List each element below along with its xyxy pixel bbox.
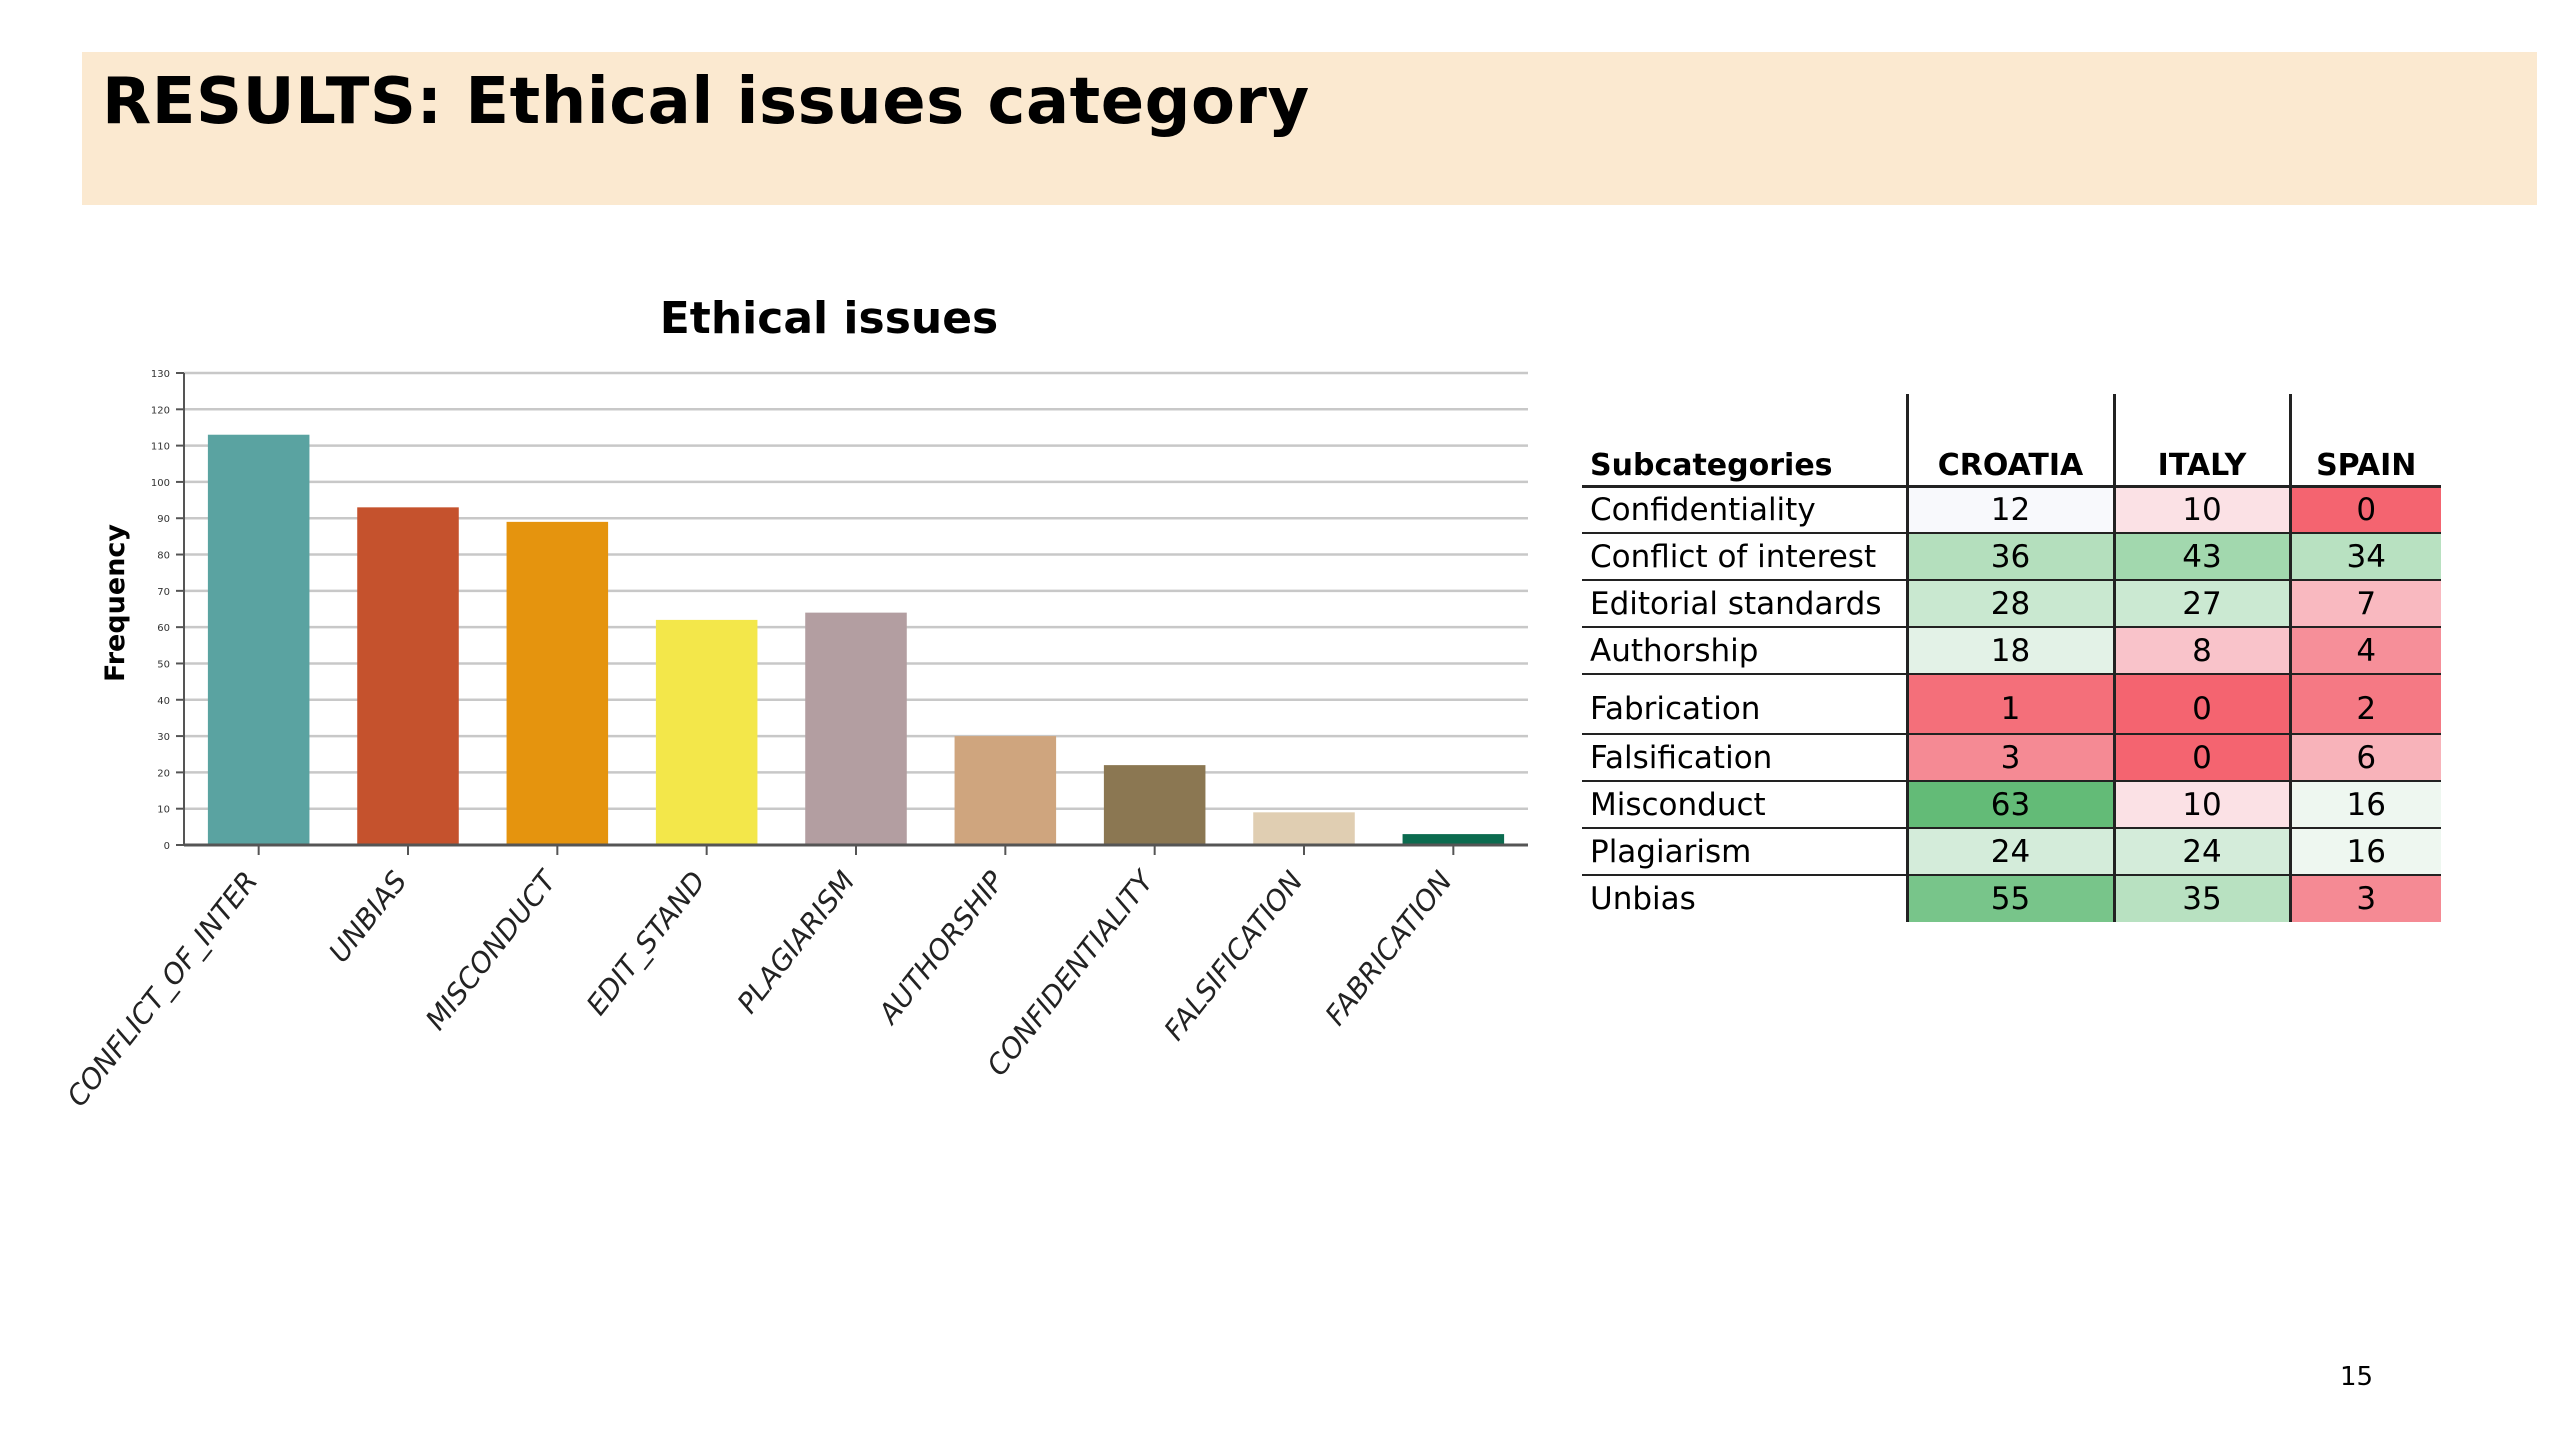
y-tick-label: 20 (157, 768, 170, 779)
y-tick-label: 90 (157, 514, 170, 525)
y-tick-label: 50 (157, 659, 170, 670)
y-tick-label: 120 (151, 405, 170, 416)
y-tick-label: 0 (164, 841, 170, 852)
x-axis-ticks: CONFLICT_OF_INTER UNBIAS MISCONDUCT EDIT_ST… (60, 845, 1459, 1113)
table-row: Falsification 3 0 6 (1582, 734, 2441, 782)
ethical-issues-bar-chart: Ethical issues Frequency 0 10 20 30 40 50 60 70… (60, 293, 1528, 1113)
header-spain: SPAIN (2288, 394, 2441, 488)
header-subcategories: Subcategories (1582, 394, 1907, 488)
y-axis-label: Frequency (100, 524, 131, 682)
header-croatia: CROATIA (1905, 394, 2114, 488)
x-tick-label: AUTHORSHIP (871, 865, 1011, 1031)
table-row: Authorship 18 8 4 (1582, 627, 2441, 675)
table-row: Fabrication 1 0 2 (1582, 674, 2441, 735)
row-label: Conflict of interest (1582, 533, 1907, 581)
table-row: Conflict of interest 36 43 34 (1582, 533, 2441, 581)
y-tick-label: 130 (151, 369, 170, 380)
cell-spain: 16 (2288, 828, 2441, 876)
table-row: Unbias 55 35 3 (1582, 875, 2441, 922)
table-header-row: Subcategories CROATIA ITALY SPAIN (1582, 394, 2441, 488)
cell-italy: 24 (2112, 828, 2290, 876)
y-tick-label: 110 (151, 442, 170, 453)
bar-falsification (1253, 812, 1355, 845)
subcategories-table: Subcategories CROATIA ITALY SPAIN Confid… (1582, 394, 2441, 922)
cell-spain: 16 (2288, 781, 2441, 829)
cell-croatia: 18 (1905, 627, 2114, 675)
cell-croatia: 3 (1905, 734, 2114, 782)
row-label: Fabrication (1582, 674, 1907, 735)
x-tick-label: CONFIDENTIALITY (980, 864, 1161, 1083)
cell-croatia: 55 (1905, 875, 2114, 922)
bar-fabrication (1402, 834, 1505, 845)
cell-croatia: 28 (1905, 580, 2114, 628)
cell-spain: 3 (2288, 875, 2441, 922)
cell-italy: 0 (2112, 734, 2290, 782)
x-tick-label: CONFLICT_OF_INTER (60, 865, 264, 1113)
row-label: Falsification (1582, 734, 1907, 782)
y-axis-ticks: 0 10 20 30 40 50 60 70 80 90 100 110 120 130 (151, 369, 184, 852)
bar-edit-stand (655, 619, 758, 845)
cell-croatia: 24 (1905, 828, 2114, 876)
table-row: Editorial standards 28 27 7 (1582, 580, 2441, 628)
cell-spain: 6 (2288, 734, 2441, 782)
y-tick-label: 40 (157, 696, 170, 707)
row-label: Authorship (1582, 627, 1907, 675)
x-tick-label: MISCONDUCT (419, 864, 564, 1037)
x-tick-label: FABRICATION (1319, 865, 1459, 1032)
row-label: Plagiarism (1582, 828, 1907, 876)
row-label: Editorial standards (1582, 580, 1907, 628)
cell-italy: 0 (2112, 674, 2290, 735)
cell-spain: 34 (2288, 533, 2441, 581)
cell-spain: 0 (2288, 486, 2441, 534)
page-number: 15 (2340, 1362, 2374, 1392)
cell-spain: 7 (2288, 580, 2441, 628)
y-tick-label: 100 (151, 478, 170, 489)
cell-italy: 35 (2112, 875, 2290, 922)
title-banner: RESULTS: Ethical issues category (82, 52, 2537, 205)
y-tick-label: 70 (157, 587, 170, 598)
cell-italy: 8 (2112, 627, 2290, 675)
cell-italy: 10 (2112, 781, 2290, 829)
bar-authorship (954, 736, 1057, 845)
x-tick-label: UNBIAS (322, 865, 413, 969)
y-tick-label: 80 (157, 551, 170, 562)
bar-conflict-of-inter (207, 434, 310, 845)
y-tick-label: 30 (157, 732, 170, 743)
cell-italy: 27 (2112, 580, 2290, 628)
cell-italy: 43 (2112, 533, 2290, 581)
cell-italy: 10 (2112, 486, 2290, 534)
cell-spain: 4 (2288, 627, 2441, 675)
cell-croatia: 1 (1905, 674, 2114, 735)
bar-misconduct (506, 521, 609, 845)
cell-croatia: 63 (1905, 781, 2114, 829)
bars (207, 434, 1505, 845)
y-tick-label: 10 (157, 805, 170, 816)
chart-title: Ethical issues (660, 293, 999, 344)
x-tick-label: EDIT_STAND (580, 865, 712, 1021)
table-row: Plagiarism 24 24 16 (1582, 828, 2441, 876)
row-label: Confidentiality (1582, 486, 1907, 534)
table-row: Confidentiality 12 10 0 (1582, 486, 2441, 534)
bar-confidentiality (1103, 765, 1206, 845)
cell-croatia: 36 (1905, 533, 2114, 581)
row-label: Unbias (1590, 881, 1696, 917)
x-tick-label: FALSIFICATION (1158, 865, 1310, 1047)
x-tick-label: PLAGIARISM (731, 865, 862, 1020)
bar-unbias (357, 507, 459, 845)
cell-spain: 2 (2288, 674, 2441, 735)
row-label: Misconduct (1582, 781, 1907, 829)
y-tick-label: 60 (157, 623, 170, 634)
slide-title: RESULTS: Ethical issues category (102, 65, 1310, 139)
bar-plagiarism (805, 612, 907, 845)
cell-croatia: 12 (1905, 486, 2114, 534)
header-italy: ITALY (2112, 394, 2290, 488)
table-row: Misconduct 63 10 16 (1582, 781, 2441, 829)
